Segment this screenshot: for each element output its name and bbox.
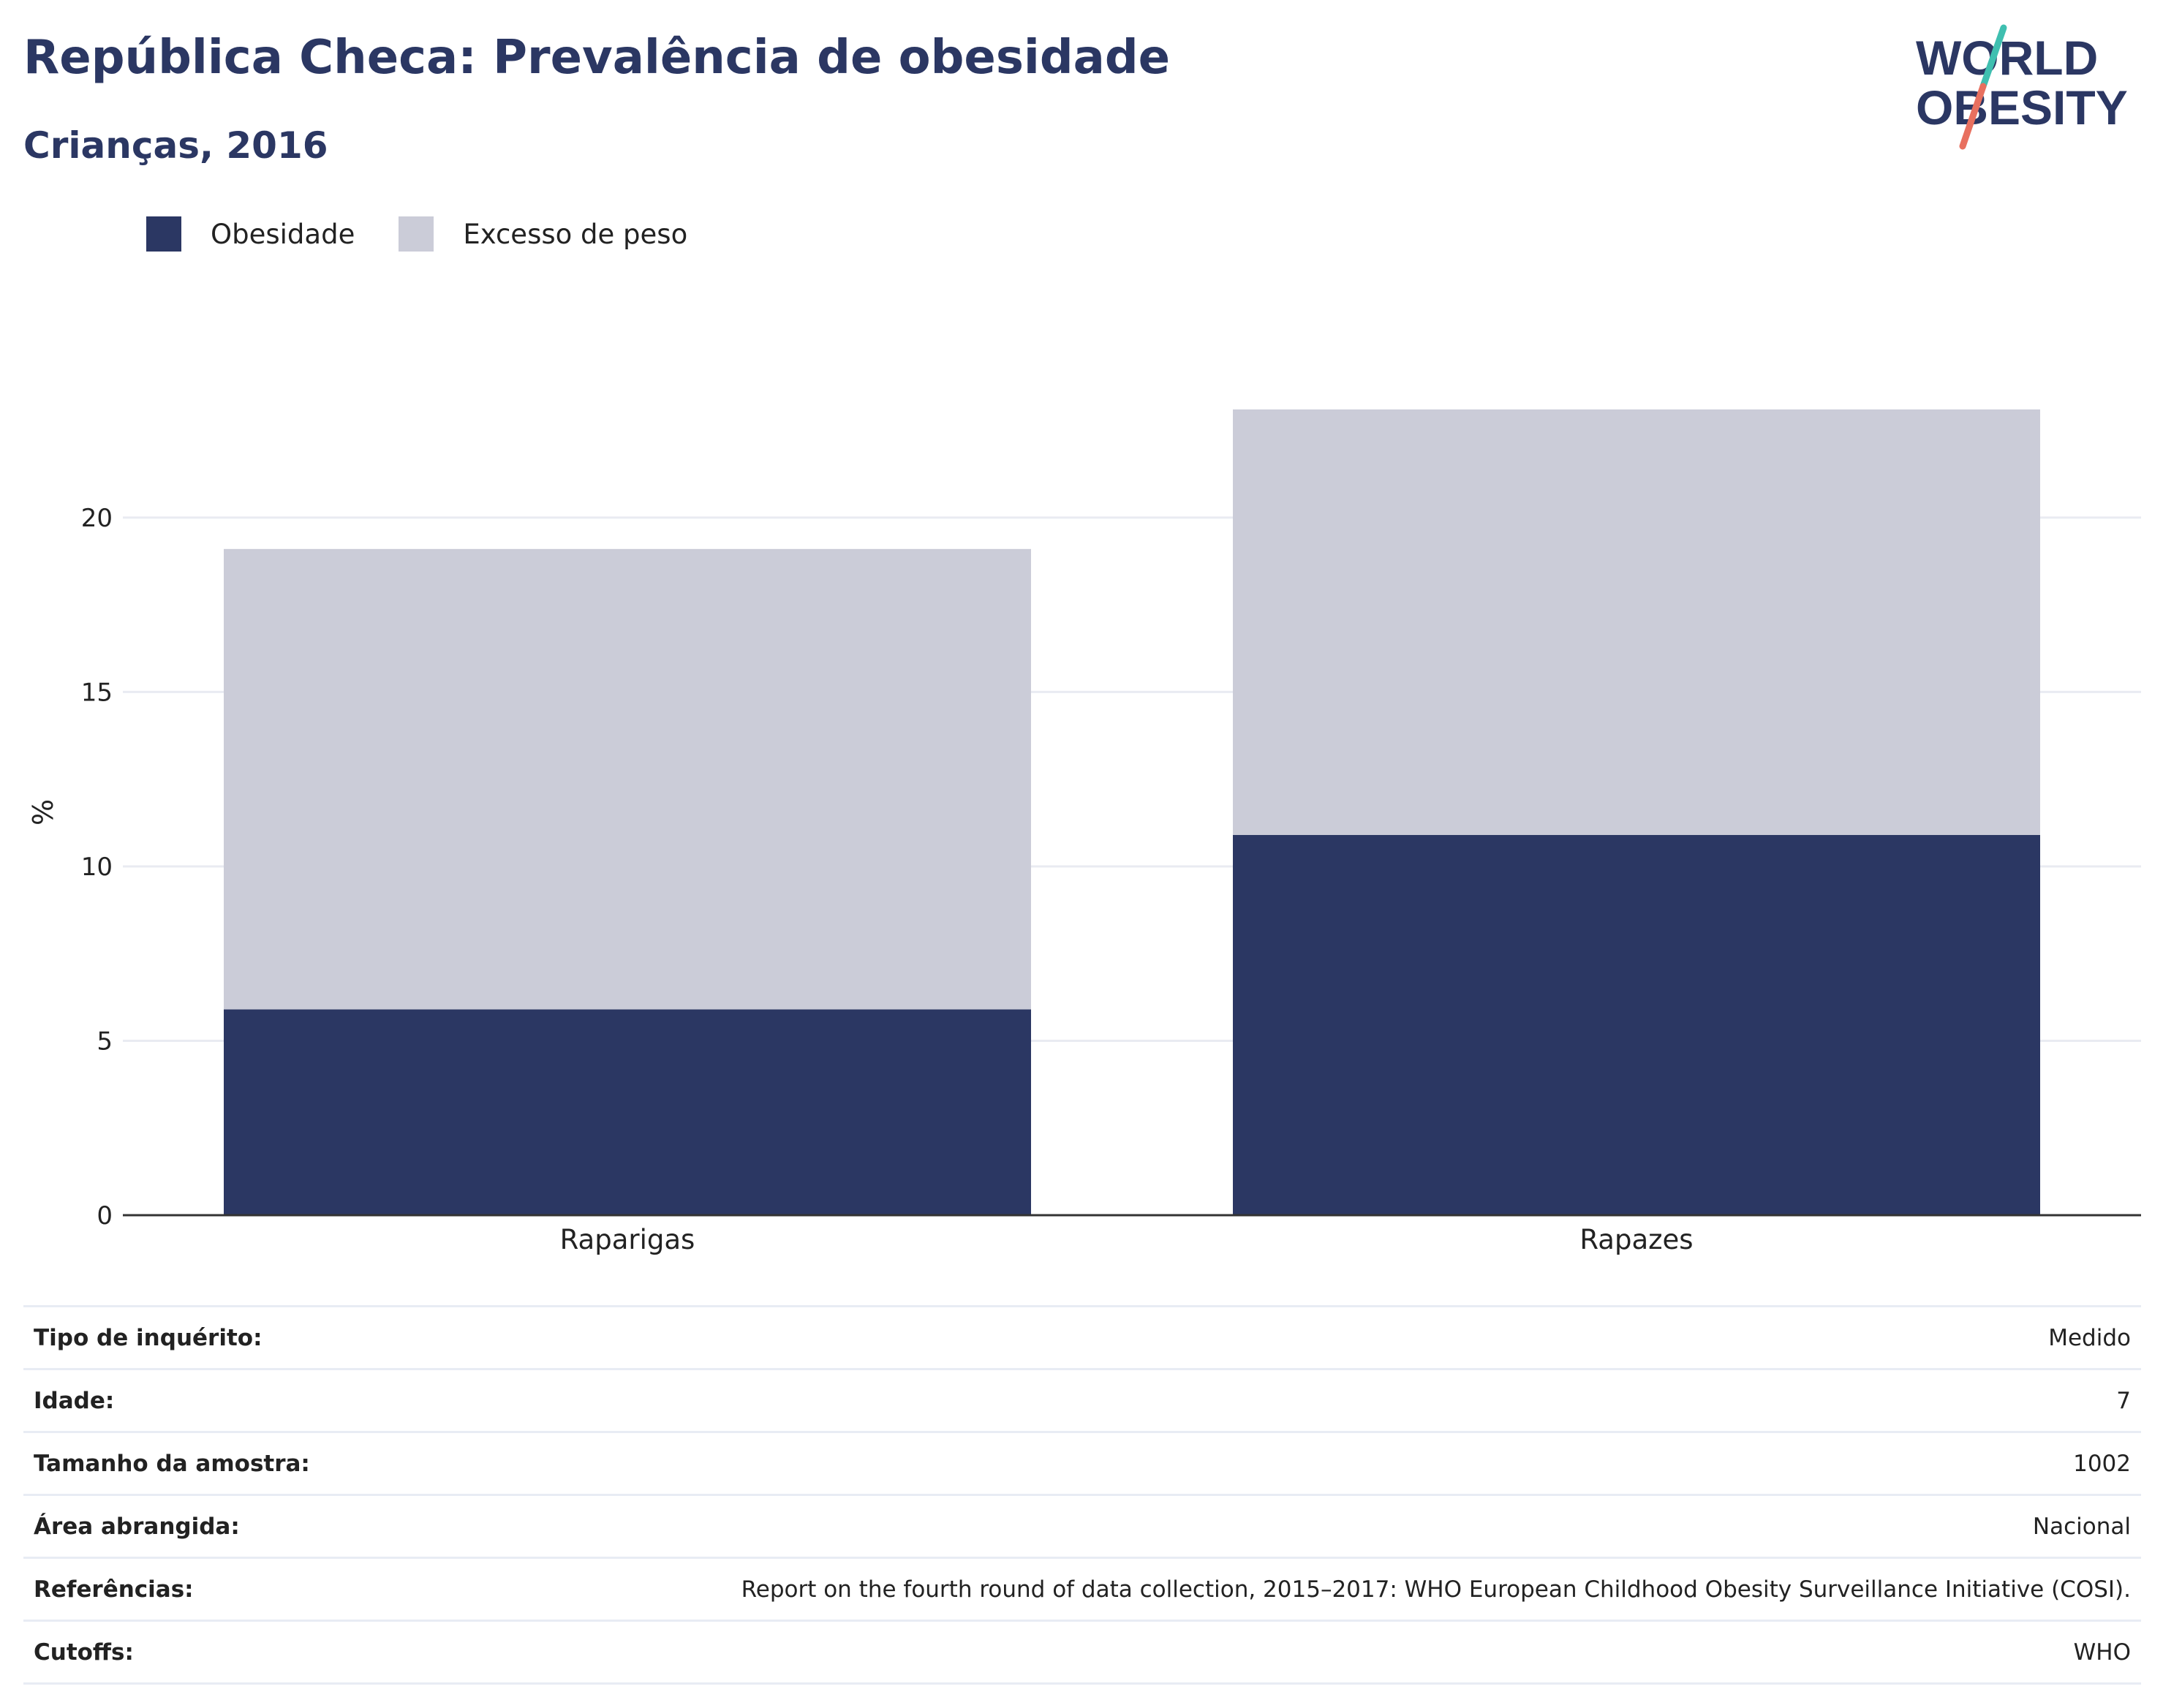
logo-text-obesity: OBESITY bbox=[1916, 80, 2128, 135]
logo-slash-coral bbox=[1959, 83, 1987, 150]
legend-item-excesso-de-peso[interactable]: Excesso de peso bbox=[399, 216, 687, 252]
meta-value: Medido bbox=[2048, 1324, 2131, 1351]
meta-row-age: Idade: 7 bbox=[23, 1368, 2141, 1431]
x-tick-label: Raparigas bbox=[560, 1224, 695, 1255]
y-tick-label: 0 bbox=[97, 1201, 113, 1231]
meta-row-references: Referências: Report on the fourth round … bbox=[23, 1557, 2141, 1620]
meta-label: Área abrangida: bbox=[34, 1513, 240, 1540]
legend-swatch-obesidade bbox=[146, 216, 181, 252]
meta-value: 1002 bbox=[2073, 1450, 2131, 1477]
meta-value: Nacional bbox=[2032, 1513, 2131, 1540]
world-obesity-logo: WORLD OBESITY bbox=[1916, 24, 2128, 150]
legend-label-excesso-de-peso: Excesso de peso bbox=[463, 218, 688, 250]
y-tick-label: 5 bbox=[97, 1027, 113, 1056]
metadata-table: Tipo de inquérito: Medido Idade: 7 Taman… bbox=[23, 1305, 2141, 1685]
meta-label: Referências: bbox=[34, 1576, 194, 1603]
meta-label: Tipo de inquérito: bbox=[34, 1324, 263, 1351]
meta-value: 7 bbox=[2116, 1387, 2131, 1414]
y-tick-label: 10 bbox=[81, 853, 113, 882]
bar-segment bbox=[224, 1009, 1031, 1215]
meta-value: WHO bbox=[2073, 1639, 2131, 1666]
x-tick-label: Rapazes bbox=[1579, 1224, 1693, 1255]
legend-item-obesidade[interactable]: Obesidade bbox=[146, 216, 355, 252]
meta-value: Report on the fourth round of data colle… bbox=[741, 1576, 2131, 1603]
chart-subtitle: Crianças, 2016 bbox=[23, 124, 328, 167]
logo-slash-teal bbox=[1979, 24, 2007, 90]
meta-row-sample-size: Tamanho da amostra: 1002 bbox=[23, 1431, 2141, 1494]
y-axis-label: % bbox=[27, 799, 59, 825]
chart-legend: Obesidade Excesso de peso bbox=[146, 216, 731, 252]
meta-row-area: Área abrangida: Nacional bbox=[23, 1494, 2141, 1557]
meta-row-survey-type: Tipo de inquérito: Medido bbox=[23, 1305, 2141, 1368]
meta-label: Cutoffs: bbox=[34, 1639, 134, 1666]
bar-segment bbox=[1233, 409, 2040, 836]
meta-label: Tamanho da amostra: bbox=[34, 1450, 310, 1477]
chart-title: República Checa: Prevalência de obesidad… bbox=[23, 31, 1171, 85]
bar-segment bbox=[1233, 835, 2040, 1215]
meta-label: Idade: bbox=[34, 1387, 115, 1414]
meta-row-cutoffs: Cutoffs: WHO bbox=[23, 1620, 2141, 1685]
legend-label-obesidade: Obesidade bbox=[211, 218, 355, 250]
y-tick-label: 20 bbox=[81, 504, 113, 533]
bar-chart: 0 5 10 15 20 Raparigas Rapazes% bbox=[27, 409, 2141, 1255]
axes: 0 5 10 15 20 Raparigas Rapazes% bbox=[27, 504, 2141, 1255]
bar-segment bbox=[224, 548, 1031, 1010]
y-tick-label: 15 bbox=[81, 678, 113, 707]
legend-swatch-excesso-de-peso bbox=[399, 216, 434, 252]
logo-text-world: WORLD bbox=[1916, 31, 2098, 85]
bars bbox=[224, 409, 2040, 1215]
